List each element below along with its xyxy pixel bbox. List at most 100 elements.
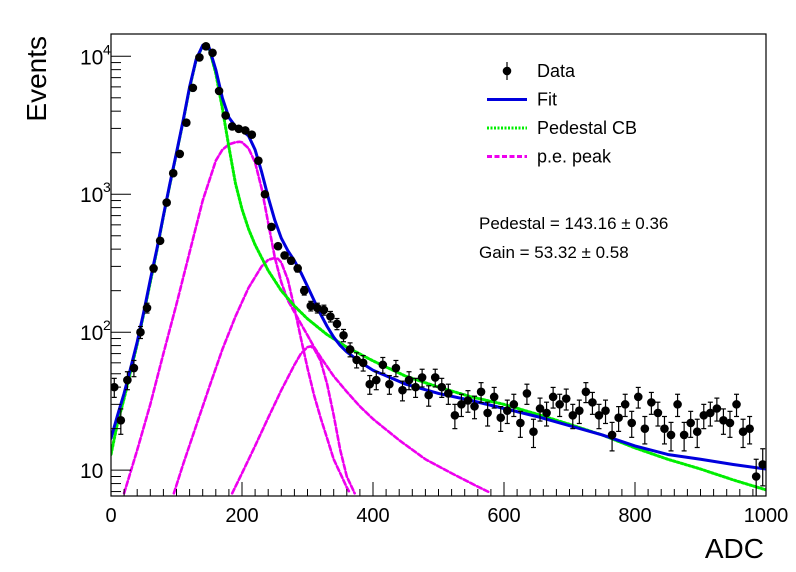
data-marker (398, 385, 407, 395)
data-marker (188, 83, 198, 93)
data-marker (332, 319, 342, 329)
data-point (712, 397, 722, 422)
y-tick-exponent: 2 (103, 317, 111, 333)
legend-entry-pedestal: Pedestal CB (487, 118, 637, 138)
data-point (633, 386, 643, 409)
data-marker (529, 427, 538, 437)
legend-label: Data (537, 61, 576, 81)
data-point (123, 371, 132, 391)
data-marker (221, 111, 230, 120)
data-marker (647, 398, 656, 407)
data-point (575, 399, 584, 425)
y-tick-exponent: 4 (103, 41, 111, 57)
y-tick-label: 10 (80, 460, 103, 483)
data-marker (614, 413, 623, 423)
data-marker (136, 327, 145, 337)
data-point (679, 421, 689, 452)
data-point (463, 390, 473, 413)
data-marker (660, 424, 669, 433)
data-marker (476, 387, 486, 397)
data-point (509, 393, 519, 418)
data-marker (542, 408, 551, 418)
data-point (221, 111, 230, 120)
data-marker (489, 392, 499, 402)
data-marker (732, 400, 741, 409)
y-tick-label: 10 (80, 46, 103, 69)
data-point (535, 397, 545, 422)
data-marker (555, 400, 564, 409)
data-marker (247, 130, 257, 140)
data-marker (319, 305, 329, 315)
data-point (385, 374, 394, 395)
data-point (725, 410, 735, 438)
data-point (614, 405, 623, 433)
data-point (561, 388, 571, 411)
data-marker (692, 427, 702, 437)
data-marker (594, 410, 604, 420)
legend-label: Pedestal CB (537, 118, 637, 138)
data-point (240, 126, 250, 135)
data-marker (575, 406, 584, 415)
data-point (542, 401, 551, 427)
data-point (332, 317, 342, 331)
data-marker (273, 241, 283, 251)
data-point (411, 377, 420, 398)
data-marker (463, 396, 473, 405)
data-point (155, 236, 165, 246)
y-tick-label: 10 (80, 184, 103, 207)
data-marker (313, 303, 322, 313)
data-marker (601, 406, 610, 415)
data-point (666, 421, 676, 452)
data-marker (699, 410, 709, 420)
data-point (352, 352, 361, 369)
data-marker (516, 418, 525, 428)
data-point (227, 122, 237, 131)
data-point (254, 156, 263, 166)
data-marker (679, 430, 689, 440)
data-point (437, 377, 447, 398)
data-point (581, 382, 591, 404)
data-marker (738, 427, 748, 437)
data-marker (293, 264, 302, 273)
data-point (306, 300, 316, 312)
data-point (470, 395, 479, 420)
data-point (699, 403, 709, 430)
x-axis-label: ADC (705, 533, 764, 564)
data-marker (260, 189, 270, 199)
data-marker (437, 382, 447, 392)
curve-p-e-peak-2 (172, 256, 352, 495)
data-marker (666, 430, 676, 440)
data-marker (267, 222, 276, 232)
data-marker (712, 404, 722, 413)
data-point (529, 418, 538, 449)
data-marker (286, 256, 296, 265)
data-point (502, 399, 512, 425)
data-point (149, 264, 158, 273)
data-marker (751, 472, 761, 481)
data-point (188, 83, 198, 93)
data-point (293, 264, 302, 273)
data-marker (214, 86, 224, 96)
legend-label: Fit (537, 90, 557, 110)
data-marker (149, 264, 158, 273)
data-marker (371, 375, 381, 385)
data-point (516, 410, 525, 438)
data-point (326, 310, 335, 323)
data-point (378, 356, 388, 374)
data-point (692, 418, 702, 449)
plot-area (111, 42, 766, 496)
y-tick-label: 10 (80, 322, 103, 345)
data-point (371, 371, 381, 391)
data-marker (195, 53, 204, 62)
data-point (476, 382, 486, 404)
legend-marker (502, 66, 512, 76)
data-marker (561, 394, 571, 403)
data-point (489, 386, 499, 409)
data-marker (162, 198, 171, 207)
data-point (299, 285, 309, 296)
data-point (339, 328, 348, 343)
data-point (195, 53, 204, 62)
data-marker (548, 392, 558, 402)
data-marker (588, 398, 597, 407)
data-marker (254, 156, 263, 166)
